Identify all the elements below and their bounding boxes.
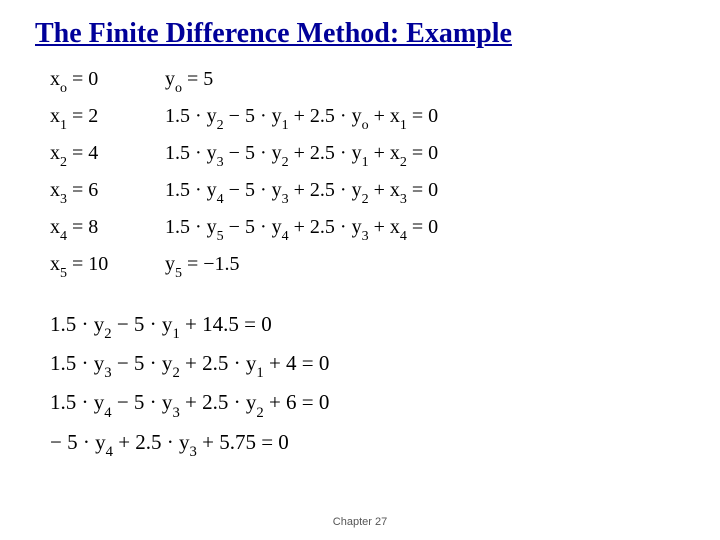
x-definition: x1 = 2 (50, 105, 165, 132)
x-definition: x3 = 6 (50, 179, 165, 206)
simplified-equation: 1.5 · y2 − 5 · y1 + 14.5 = 0 (50, 312, 720, 341)
equations-block-1: xo = 0yo = 5x1 = 21.5 · y2 − 5 · y1 + 2.… (0, 50, 720, 280)
y-equation: 1.5 · y3 − 5 · y2 + 2.5 · y1 + x2 = 0 (165, 142, 438, 169)
y-equation: 1.5 · y5 − 5 · y4 + 2.5 · y3 + x4 = 0 (165, 216, 438, 243)
simplified-equation: 1.5 · y3 − 5 · y2 + 2.5 · y1 + 4 = 0 (50, 351, 720, 380)
y-equation: yo = 5 (165, 68, 213, 95)
simplified-equation: − 5 · y4 + 2.5 · y3 + 5.75 = 0 (50, 430, 720, 459)
equation-row: xo = 0yo = 5 (50, 68, 720, 95)
y-equation: 1.5 · y4 − 5 · y3 + 2.5 · y2 + x3 = 0 (165, 179, 438, 206)
equation-row: x5 = 10y5 = −1.5 (50, 253, 720, 280)
footer-chapter: Chapter 27 (0, 516, 720, 528)
x-definition: x5 = 10 (50, 253, 165, 280)
page-title: The Finite Difference Method: Example (0, 0, 720, 50)
equation-row: x2 = 41.5 · y3 − 5 · y2 + 2.5 · y1 + x2 … (50, 142, 720, 169)
equation-row: x4 = 81.5 · y5 − 5 · y4 + 2.5 · y3 + x4 … (50, 216, 720, 243)
equation-row: x3 = 61.5 · y4 − 5 · y3 + 2.5 · y2 + x3 … (50, 179, 720, 206)
x-definition: x4 = 8 (50, 216, 165, 243)
equation-row: x1 = 21.5 · y2 − 5 · y1 + 2.5 · yo + x1 … (50, 105, 720, 132)
x-definition: xo = 0 (50, 68, 165, 95)
simplified-equation: 1.5 · y4 − 5 · y3 + 2.5 · y2 + 6 = 0 (50, 390, 720, 419)
x-definition: x2 = 4 (50, 142, 165, 169)
y-equation: y5 = −1.5 (165, 253, 240, 280)
equations-block-2: 1.5 · y2 − 5 · y1 + 14.5 = 0 1.5 · y3 − 5… (0, 290, 720, 459)
y-equation: 1.5 · y2 − 5 · y1 + 2.5 · yo + x1 = 0 (165, 105, 438, 132)
